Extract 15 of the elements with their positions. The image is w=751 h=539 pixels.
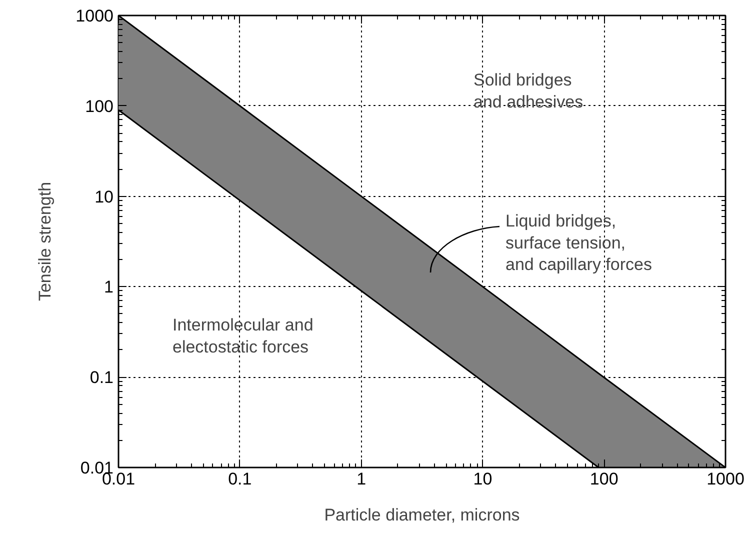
x-tick-label: 1000 (706, 470, 744, 488)
y-tick-label: 100 (85, 96, 114, 116)
annotation: Solid bridges and adhesives (474, 70, 584, 112)
x-tick-label: 10 (473, 470, 492, 488)
x-tick-label: 100 (590, 470, 618, 488)
x-axis-title: Particle diameter, microns (324, 506, 520, 524)
y-tick-label: 0.1 (90, 368, 114, 388)
x-tick-label: 1 (356, 470, 366, 488)
annotation: Intermolecular and electostatic forces (172, 316, 314, 356)
y-axis-title: Tensile strength (36, 182, 55, 302)
y-tick-label: 1 (104, 278, 114, 297)
annotation: Liquid bridges, surface tension, and capillary forces (506, 212, 652, 274)
y-tick-label: 1000 (76, 6, 114, 26)
y-tick-label: 10 (94, 187, 114, 206)
x-tick-label: 0.1 (228, 470, 252, 488)
